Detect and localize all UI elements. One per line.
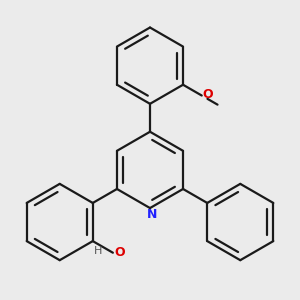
Text: O: O <box>202 88 213 101</box>
Text: H: H <box>94 246 102 256</box>
Text: O: O <box>115 246 125 259</box>
Text: N: N <box>146 208 157 220</box>
